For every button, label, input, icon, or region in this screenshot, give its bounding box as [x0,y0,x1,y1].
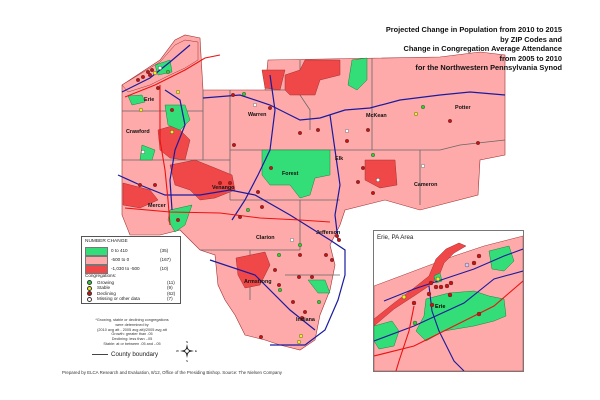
missing-dot-icon [87,296,93,302]
county-label-venango: Venango [212,185,235,191]
legend-class-count: (10) [160,266,169,271]
county-label-forest: Forest [282,171,299,177]
county-key-label: County boundary [111,351,159,358]
swatch-decline [85,265,108,274]
footer-credit: Prepared by ELCA Research and Evaluation… [62,370,282,375]
county-label-warren: Warren [248,112,266,118]
legend-class-count: (35) [160,248,169,253]
congregation-label: Declining [97,290,116,296]
legend-header: NUMBER CHANGE [85,239,128,244]
county-label-jefferson: Jefferson [316,230,340,236]
svg-text:S: S [186,359,188,362]
svg-text:E: E [195,349,197,353]
congregation-label: Stable [97,285,111,290]
legend-stable: Stable (9) [87,285,179,291]
congregations-header: Congregations: [85,273,117,278]
legend-growing: Growing (11) [87,279,179,286]
county-label-armstrong: Armstrong [244,279,272,285]
congregation-count: (7) [167,296,173,301]
congregation-label: Missing or other data [97,296,140,301]
title-line: Change in Congregation Average Attendanc… [403,44,562,54]
congregation-dots [135,65,481,345]
legend-class-growth: 0 to 410 (35) [85,247,177,256]
growth-areas [127,57,368,294]
inset-map-svg: Erie [374,235,523,371]
county-label-mercer: Mercer [148,203,167,209]
us-highways [117,44,506,346]
county-label-potter: Potter [455,105,471,111]
county-line-icon [92,353,108,356]
congregation-label: Growing [97,279,115,285]
county-label-indiana: Indiana [296,317,316,323]
note-line: Growth: greater than .05 [111,332,153,337]
legend-class-label: -1,030 to -500 [111,266,140,271]
legend-class-label: 0 to 410 [111,248,128,253]
map-title: Projected Change in Population from 2010… [386,25,562,73]
county-label-erie: Erie [144,97,154,103]
legend: NUMBER CHANGE 0 to 410 (35) -500 to 0 (1… [81,236,181,304]
svg-text:W: W [176,349,179,353]
county-label-clarion: Clarion [256,235,275,241]
congregation-count: (9) [167,285,173,290]
congregation-count: (11) [167,279,175,285]
legend-class-mild: -500 to 0 (167) [85,256,177,265]
swatch-growth [85,247,108,256]
inset-map-erie: Erie Erie, PA Area [373,230,524,372]
county-label-mckean: McKean [366,113,387,119]
title-line: for the Northwestern Pennsylvania Synod [415,63,562,73]
title-line: by ZIP Codes and [500,34,562,44]
note-line: Declining: less than -.05 [111,337,153,342]
legend-class-decline: -1,030 to -500 (10) [85,265,177,274]
stable-dot-icon [87,285,93,291]
legend-declining: Declining (62) [87,290,179,297]
county-label-crawford: Crawford [126,129,150,135]
note-line: (2010 avg att - 2005 avg att)/2005 avg a… [97,327,167,332]
declining-dot-icon [87,291,93,297]
title-line: Projected Change in Population from 2010… [385,25,562,34]
svg-text:N: N [186,340,188,344]
title-line: from 2005 to 2010 [499,53,562,63]
legend-class-label: -500 to 0 [111,257,130,262]
note-line: Stable: at or between .05 and -.05 [103,341,161,346]
inset-title: Erie, PA Area [377,234,414,241]
note-line: *Growing, stable or declining congregati… [95,318,169,322]
note-line: were determined by [115,322,149,327]
county-label-elk: Elk [335,156,343,162]
swatch-mild [85,256,108,265]
county-boundary-key: County boundary [92,351,158,358]
presque-isle [374,242,467,327]
inset-city-label: Erie [435,304,445,310]
county-label-cameron: Cameron [414,182,437,188]
county-labels: Erie Crawford Warren McKean Potter Elk F… [126,97,471,323]
compass-rose-icon: N S E W [176,340,197,362]
methodology-note: *Growing, stable or declining congregati… [82,318,182,347]
legend-class-count: (167) [160,257,171,262]
legend-missing: Missing or other data (7) [87,296,179,302]
congregation-count: (62) [167,290,176,296]
growing-dot-icon [87,280,93,286]
